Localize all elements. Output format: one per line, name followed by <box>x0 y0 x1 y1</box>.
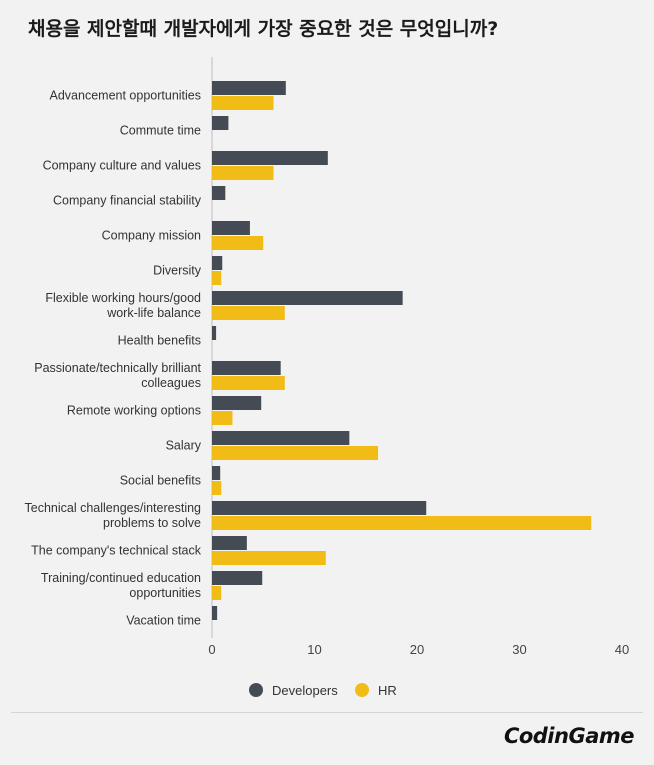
category-label-15: Vacation time <box>126 614 201 628</box>
bar-developers-14 <box>212 571 263 585</box>
category-label-9: Remote working options <box>67 404 201 418</box>
category-label-6: Flexible working hours/good work-life bal… <box>45 291 201 320</box>
category-label-11: Social benefits <box>120 474 201 488</box>
category-label-13: The company's technical stack <box>31 544 202 558</box>
bar-hr-2 <box>212 166 274 180</box>
bar-hr-14 <box>212 586 222 600</box>
bar-developers-0 <box>212 81 286 95</box>
bar-developers-9 <box>212 396 262 410</box>
bar-hr-4 <box>212 236 264 250</box>
bar-developers-15 <box>212 606 218 620</box>
category-label-7: Health benefits <box>118 334 201 348</box>
bar-hr-0 <box>212 96 274 110</box>
bar-developers-11 <box>212 466 221 480</box>
x-tick-label-3: 30 <box>512 642 526 657</box>
bar-hr-10 <box>212 446 379 460</box>
chart-title: 채용을 제안할때 개발자에게 가장 중요한 것은 무엇입니까? <box>28 18 499 40</box>
bar-hr-13 <box>212 551 326 565</box>
category-label-0: Advancement opportunities <box>50 89 201 103</box>
bar-developers-3 <box>212 186 226 200</box>
bar-hr-9 <box>212 411 233 425</box>
category-label-5: Diversity <box>153 264 202 278</box>
bar-hr-11 <box>212 481 222 495</box>
bar-developers-10 <box>212 431 350 445</box>
bar-hr-6 <box>212 306 285 320</box>
bar-developers-4 <box>212 221 250 235</box>
bar-developers-2 <box>212 151 328 165</box>
bar-developers-7 <box>212 326 217 340</box>
bar-developers-13 <box>212 536 247 550</box>
category-label-1: Commute time <box>120 124 201 138</box>
x-tick-label-4: 40 <box>615 642 629 657</box>
category-label-2: Company culture and values <box>43 159 201 173</box>
category-label-14: Training/continued education opportunitie… <box>41 571 201 600</box>
x-tick-label-2: 20 <box>410 642 424 657</box>
x-tick-label-1: 10 <box>307 642 321 657</box>
category-label-12: Technical challenges/interesting problems… <box>25 501 202 530</box>
bar-developers-1 <box>212 116 229 130</box>
legend-label-hr: HR <box>378 683 397 698</box>
category-label-8: Passionate/technically brilliant colleagu… <box>34 361 201 390</box>
footer-divider <box>11 712 643 713</box>
codingame-logo: CodinGame <box>503 724 635 748</box>
category-label-4: Company mission <box>102 229 201 243</box>
bar-developers-12 <box>212 501 427 515</box>
bar-developers-6 <box>212 291 403 305</box>
category-label-3: Company financial stability <box>53 194 202 208</box>
legend-label-developers: Developers <box>272 683 338 698</box>
bar-chart: Advancement opportunities Commute time Com… <box>25 57 629 698</box>
legend-swatch-developers <box>249 683 263 697</box>
legend-swatch-hr <box>355 683 369 697</box>
bar-hr-12 <box>212 516 592 530</box>
category-label-10: Salary <box>166 439 202 453</box>
bar-developers-5 <box>212 256 223 270</box>
bar-hr-5 <box>212 271 222 285</box>
bar-developers-8 <box>212 361 281 375</box>
bar-hr-8 <box>212 376 285 390</box>
x-tick-label-0: 0 <box>208 642 215 657</box>
